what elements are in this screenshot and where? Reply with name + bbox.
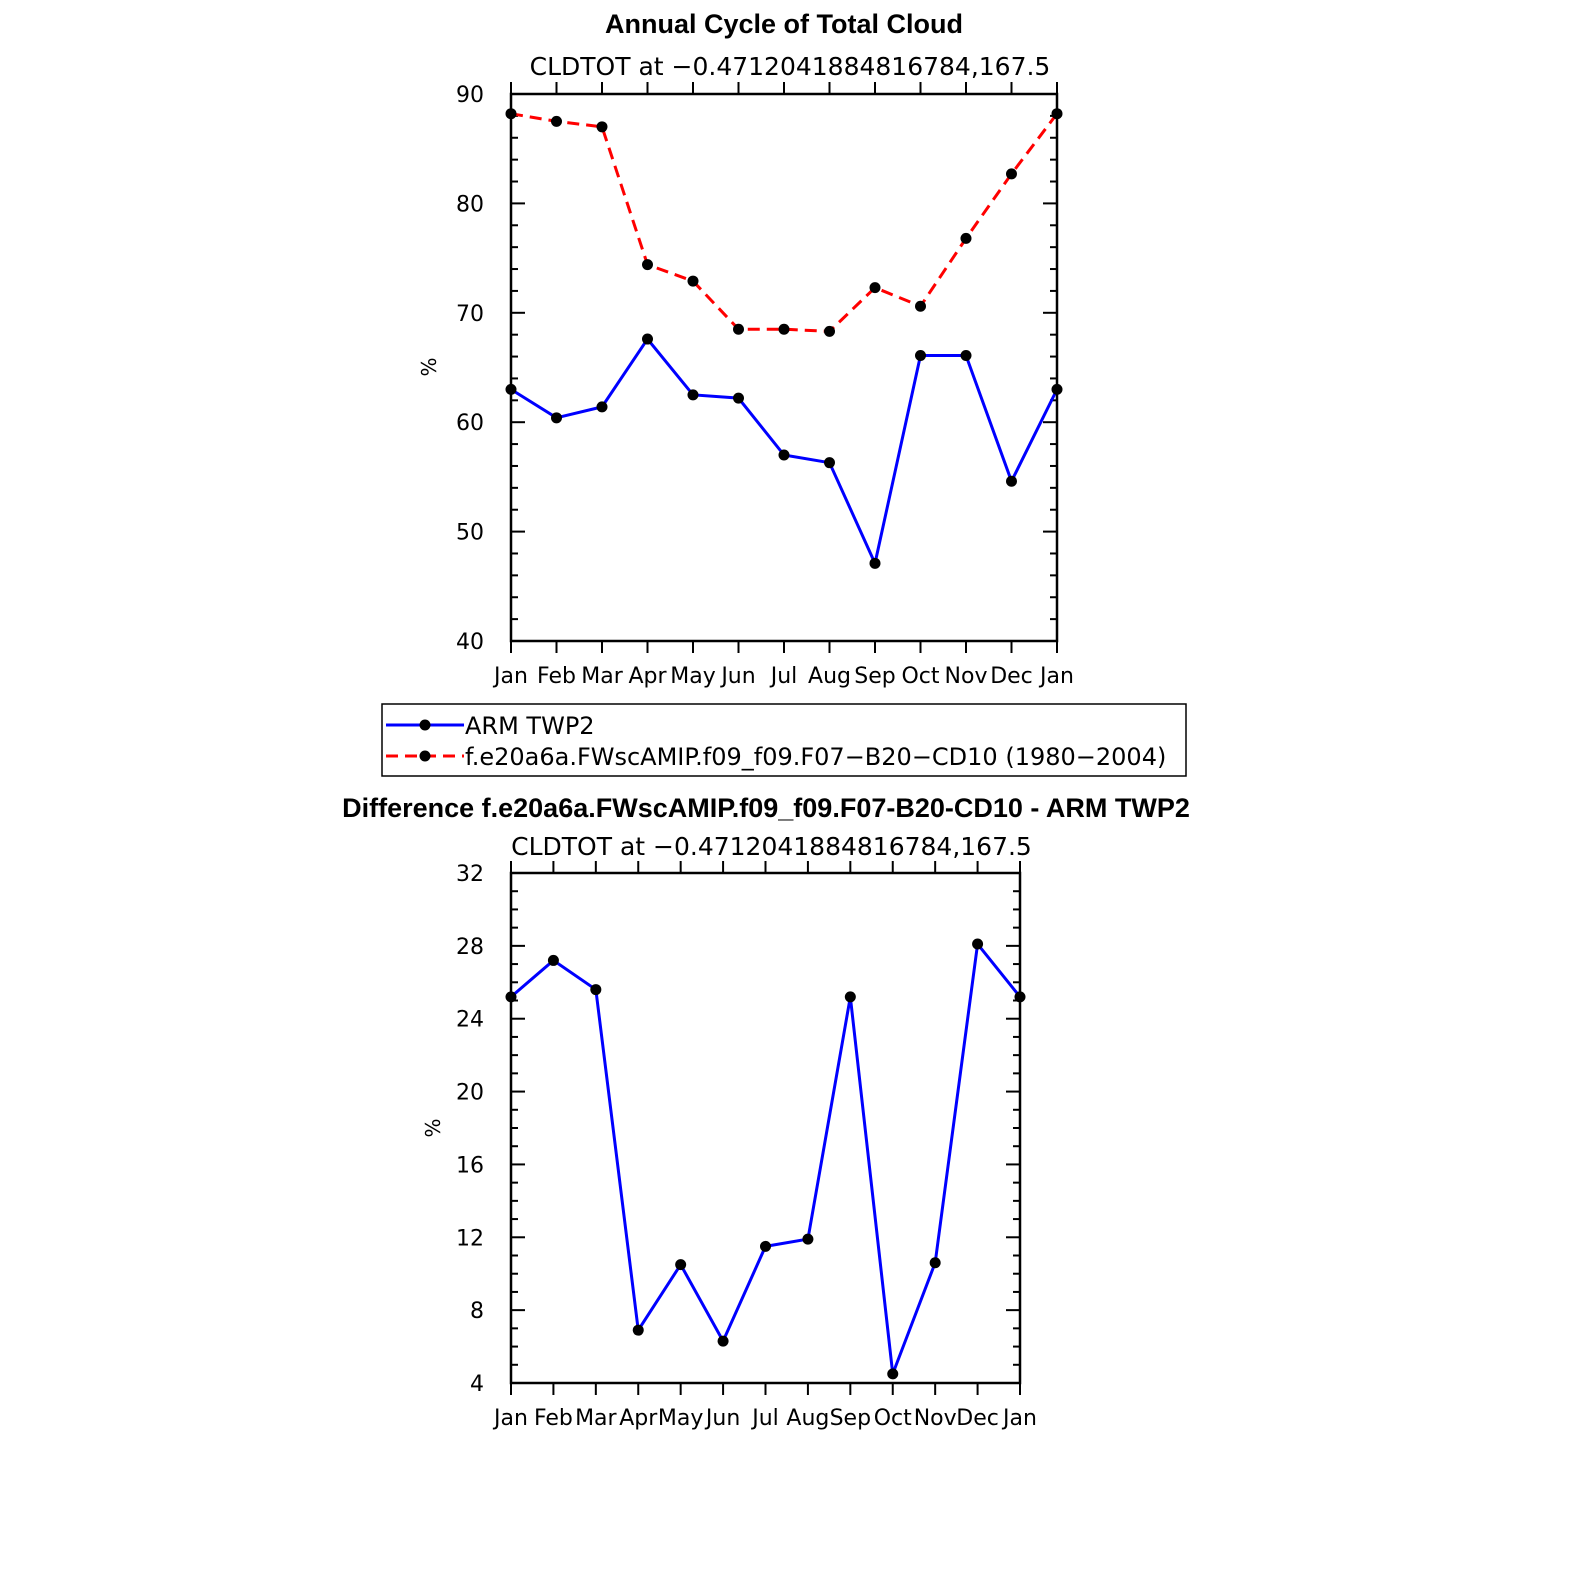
legend-label: ARM TWP2 <box>465 712 595 740</box>
data-point <box>824 325 835 337</box>
data-point <box>505 383 517 395</box>
chart-annual-cycle: Annual Cycle of Total Cloud CLDTOT at −0.… <box>417 9 1074 689</box>
x-tick-label: Feb <box>537 664 576 689</box>
data-point <box>844 991 856 1003</box>
x-tick-label: Mar <box>575 1406 617 1431</box>
data-point <box>687 389 699 401</box>
legend-marker <box>419 719 431 731</box>
x-tick-label: Dec <box>956 1406 999 1431</box>
data-point <box>778 323 790 335</box>
y-axis-label: % <box>421 1118 445 1137</box>
data-point <box>1051 383 1063 395</box>
x-tick-label: Jun <box>704 1406 740 1431</box>
data-point <box>824 457 835 469</box>
chart-title: Difference f.e20a6a.FWscAMIP.f09_f09.F07… <box>342 793 1190 823</box>
data-point <box>869 557 881 569</box>
x-tick-label: May <box>670 664 715 689</box>
data-point <box>717 1335 729 1347</box>
y-tick-label: 40 <box>456 630 484 655</box>
x-tick-label: Aug <box>786 1406 829 1431</box>
legend-label: f.e20a6a.FWscAMIP.f09_f09.F07−B20−CD10 (… <box>465 743 1166 771</box>
data-point <box>1006 168 1017 180</box>
y-tick-label: 90 <box>456 83 484 108</box>
data-point <box>887 1368 899 1380</box>
data-point <box>642 259 653 271</box>
x-tick-label: Oct <box>901 664 939 689</box>
x-tick-label: Jun <box>719 664 755 689</box>
x-tick-label: Jan <box>1038 664 1074 689</box>
series-line-0 <box>510 940 1022 1375</box>
y-tick-label: 28 <box>456 935 484 960</box>
data-point <box>596 121 608 133</box>
data-point <box>915 300 926 312</box>
y-tick-label: 12 <box>456 1226 484 1251</box>
x-tick-label: Jan <box>492 664 528 689</box>
data-point <box>642 333 653 345</box>
x-tick-label: Jul <box>750 1406 779 1431</box>
data-point <box>675 1259 687 1271</box>
data-point <box>547 954 559 966</box>
y-tick-label: 80 <box>456 192 484 217</box>
data-point <box>915 349 926 361</box>
chart-subtitle: CLDTOT at −0.4712041884816784,167.5 <box>511 832 1032 861</box>
data-point <box>802 1233 814 1245</box>
data-point <box>929 1257 941 1269</box>
x-tick-label: Oct <box>874 1406 912 1431</box>
data-point <box>733 392 744 404</box>
data-point <box>1014 991 1026 1003</box>
data-point <box>590 984 602 996</box>
chart-title: Annual Cycle of Total Cloud <box>605 9 963 39</box>
y-tick-label: 60 <box>456 411 484 436</box>
plot-frame <box>509 871 1022 1385</box>
x-tick-label: Aug <box>808 664 851 689</box>
y-tick-label: 8 <box>470 1299 484 1324</box>
data-point <box>632 1324 644 1336</box>
data-point <box>551 115 562 127</box>
y-tick-label: 70 <box>456 302 484 327</box>
legend-marker <box>419 750 431 762</box>
data-point <box>687 275 699 287</box>
y-tick-label: 50 <box>456 521 484 546</box>
data-point <box>505 108 517 120</box>
y-tick-label: 20 <box>456 1081 484 1106</box>
legend: ARM TWP2 f.e20a6a.FWscAMIP.f09_f09.F07−B2… <box>381 703 1187 777</box>
data-point <box>972 938 984 950</box>
data-point <box>778 449 790 461</box>
y-tick-label: 24 <box>456 1008 484 1033</box>
data-point <box>505 991 517 1003</box>
data-point <box>733 323 744 335</box>
x-tick-label: Dec <box>990 664 1033 689</box>
x-tick-label: Jul <box>769 664 798 689</box>
x-tick-label: Nov <box>945 664 988 689</box>
y-tick-label: 32 <box>456 862 484 887</box>
x-tick-label: Nov <box>914 1406 957 1431</box>
data-point <box>760 1240 771 1252</box>
legend-box <box>381 703 1187 777</box>
data-point <box>551 412 562 424</box>
x-tick-label: Sep <box>830 1406 871 1431</box>
y-tick-label: 16 <box>456 1153 484 1178</box>
data-point <box>596 401 608 413</box>
plot-frame <box>509 92 1059 643</box>
series-line-1 <box>510 112 1059 333</box>
x-tick-label: Apr <box>619 1406 658 1431</box>
data-point <box>1006 475 1017 487</box>
chart-difference: Difference f.e20a6a.FWscAMIP.f09_f09.F07… <box>342 793 1190 1431</box>
x-tick-label: Jan <box>492 1406 528 1431</box>
x-tick-label: Feb <box>534 1406 573 1431</box>
data-point <box>869 282 881 294</box>
x-tick-label: May <box>658 1406 703 1431</box>
x-tick-label: Jan <box>1001 1406 1037 1431</box>
chart-subtitle: CLDTOT at −0.4712041884816784,167.5 <box>530 52 1051 81</box>
data-point <box>1051 108 1063 120</box>
x-tick-label: Sep <box>854 664 895 689</box>
data-point <box>960 349 972 361</box>
y-axis-label: % <box>417 357 441 376</box>
x-tick-label: Apr <box>628 664 667 689</box>
data-point <box>960 232 972 244</box>
x-tick-label: Mar <box>581 664 623 689</box>
y-tick-label: 4 <box>470 1372 484 1397</box>
